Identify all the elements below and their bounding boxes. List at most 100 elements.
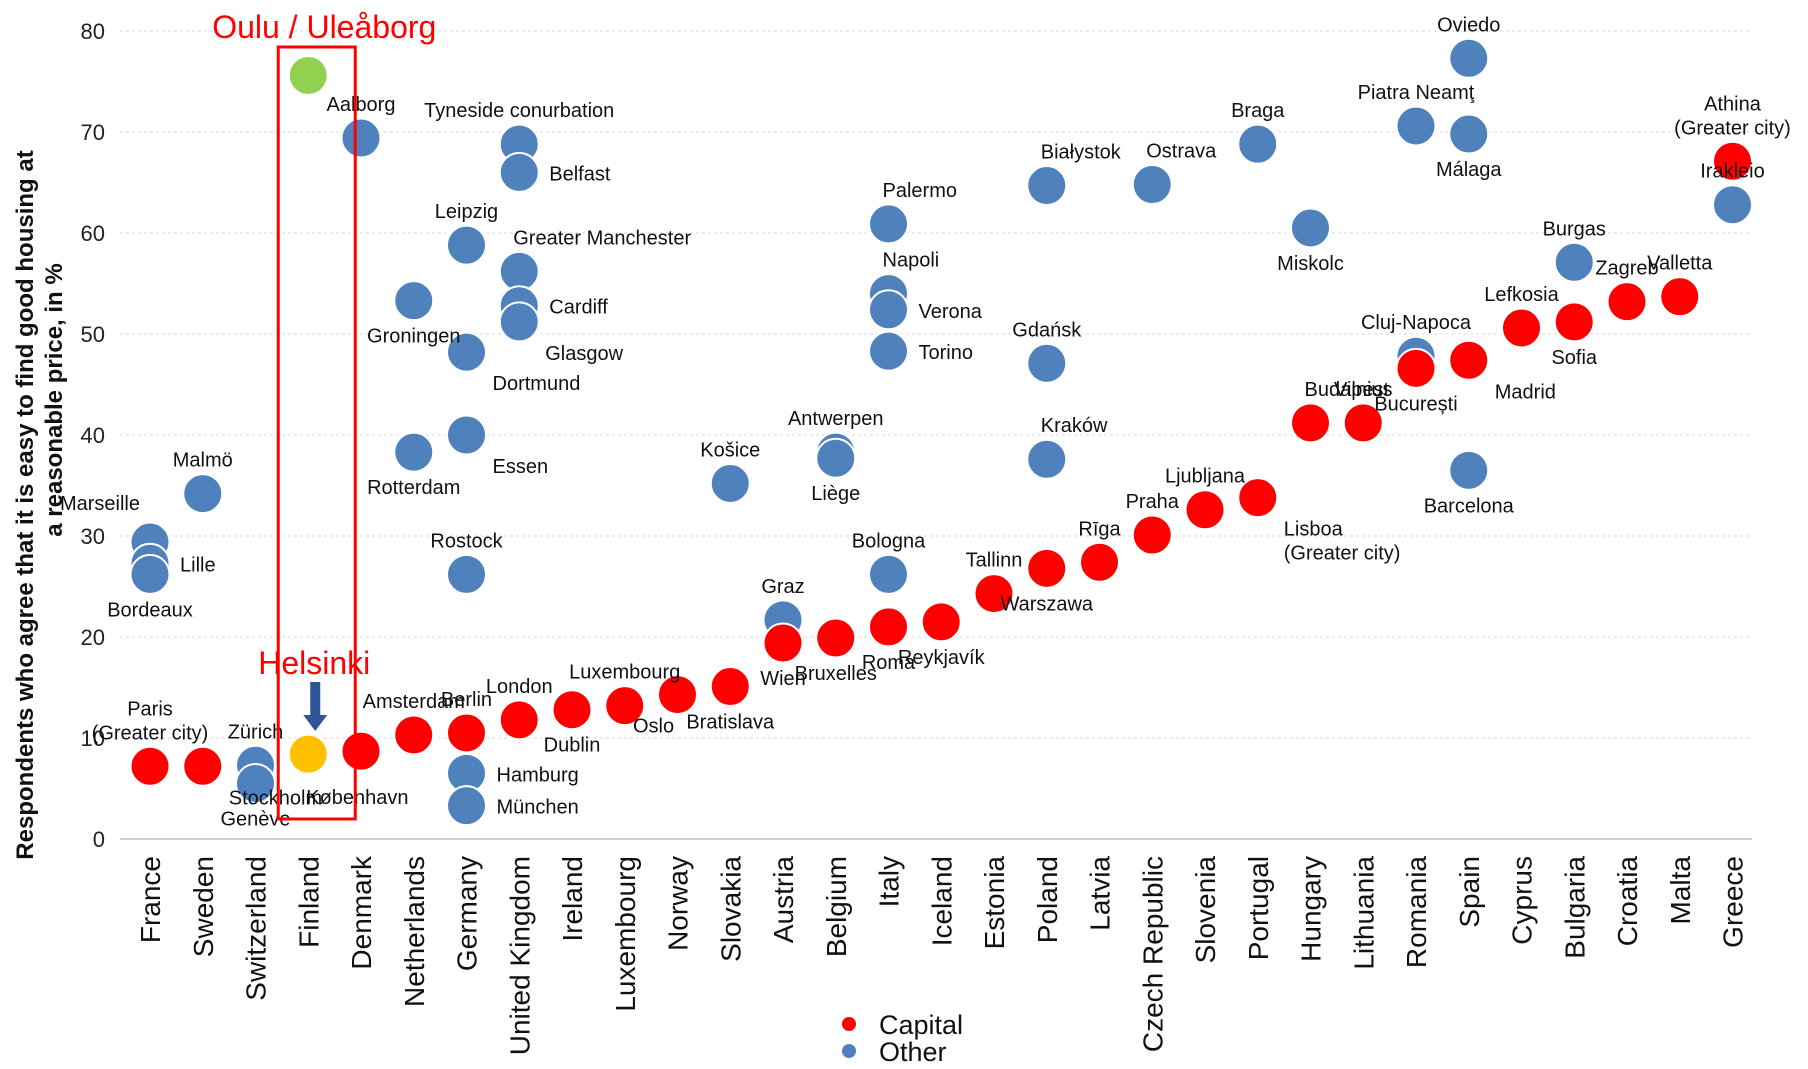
point-other	[709, 462, 751, 504]
city-label: Praha	[1126, 491, 1180, 513]
country-label: Malta	[1665, 856, 1696, 925]
point-other	[182, 473, 224, 515]
point-other	[868, 330, 909, 372]
city-label: Sofia	[1551, 347, 1597, 369]
country-label: Sweden	[188, 856, 219, 957]
city-label: Budapest	[1305, 379, 1390, 401]
point-other	[340, 117, 382, 159]
city-label: Zagreb	[1595, 258, 1658, 280]
point-capital	[1448, 339, 1490, 381]
point-capital	[1237, 477, 1279, 519]
country-label: Estonia	[979, 856, 1010, 950]
city-label: Wien	[760, 668, 806, 690]
highlights: Oulu / Uleåborg Helsinki	[212, 9, 436, 821]
y-axis-label: Respondents who agree that it is easy to…	[12, 150, 68, 859]
point-other	[446, 553, 487, 595]
city-label: Genève	[220, 808, 290, 830]
city-label: Irakleio	[1700, 161, 1764, 183]
city-label: Bologna	[852, 530, 926, 552]
y-tick-label: 10	[81, 726, 105, 751]
point-other	[393, 280, 435, 322]
point-other	[1395, 105, 1437, 147]
city-label: Warszawa	[1000, 593, 1093, 615]
helsinki-arrow-icon	[303, 682, 328, 731]
country-label: Latvia	[1085, 856, 1116, 931]
city-label: Valletta	[1647, 253, 1713, 275]
point-other	[446, 331, 487, 373]
y-axis-label-line-2: a reasonable price, in %	[41, 263, 68, 536]
point-helsinki	[287, 733, 329, 775]
point-other	[1026, 438, 1068, 480]
city-label: Luxembourg	[569, 662, 680, 684]
country-label: Slovakia	[715, 856, 746, 962]
country-label: Bulgaria	[1559, 856, 1590, 959]
point-other	[1448, 37, 1490, 79]
city-label: Lefkosia	[1484, 284, 1559, 306]
city-label: Liège	[811, 483, 860, 505]
city-label: Burgas	[1543, 218, 1606, 240]
point-other	[446, 224, 487, 266]
point-oulu	[287, 54, 329, 96]
city-label: Malmö	[173, 450, 233, 472]
city-label: Tyneside conurbation	[424, 100, 614, 122]
highlight-label-helsinki: Helsinki	[258, 645, 370, 681]
city-label: Hamburg	[497, 764, 579, 786]
city-label: (Greater city)	[92, 722, 209, 744]
point-other	[446, 785, 487, 827]
city-label: Kraków	[1041, 415, 1108, 437]
point-capital	[1501, 307, 1542, 349]
point-other	[1448, 113, 1490, 155]
city-label: London	[486, 676, 553, 698]
country-label: Ireland	[557, 856, 588, 942]
data-points	[129, 37, 1753, 827]
city-label: Ljubljana	[1165, 466, 1246, 488]
city-label: Amsterdam	[363, 691, 465, 713]
point-other	[498, 151, 540, 193]
city-label: Miskolc	[1277, 253, 1344, 275]
point-capital	[340, 730, 382, 772]
point-capital	[973, 573, 1015, 615]
city-label: Vilnius	[1334, 379, 1393, 401]
city-label: Bruxelles	[795, 663, 877, 685]
city-label: Dublin	[544, 735, 601, 757]
country-label: Belgium	[821, 856, 852, 957]
point-capital	[815, 617, 857, 659]
city-label: București	[1374, 393, 1457, 415]
point-capital	[709, 665, 751, 707]
city-label: Dortmund	[493, 373, 581, 395]
country-label: Slovenia	[1190, 856, 1221, 964]
point-capital	[657, 674, 698, 716]
legend-marker-capital	[842, 1017, 856, 1031]
city-label: Graz	[761, 576, 804, 598]
city-label: Lisboa	[1284, 519, 1344, 541]
country-label: Switzerland	[241, 856, 272, 1001]
finland-highlight-box	[276, 45, 357, 821]
city-label: Roma	[862, 652, 916, 674]
country-label: Spain	[1454, 856, 1485, 928]
point-capital	[129, 745, 171, 787]
city-label: Cluj-Napoca	[1361, 312, 1472, 334]
y-axis-label-line-1: Respondents who agree that it is easy to…	[12, 150, 39, 859]
country-label: Greece	[1718, 856, 1749, 948]
y-tick-label: 20	[81, 625, 105, 650]
point-capital	[1131, 514, 1173, 556]
city-label: Rostock	[430, 530, 503, 552]
point-capital	[1342, 402, 1384, 444]
point-other	[1553, 241, 1595, 283]
city-label: København	[306, 787, 408, 809]
point-capital	[1184, 489, 1226, 531]
point-capital	[1395, 347, 1437, 389]
city-labels: Paris(Greater city)MarseilleLilleBordeau…	[60, 14, 1791, 830]
highlight-label-oulu: Oulu / Uleåborg	[212, 9, 436, 45]
city-label: Madrid	[1495, 381, 1556, 403]
point-other	[129, 553, 171, 595]
country-label: Italy	[874, 856, 905, 907]
city-label: Essen	[493, 456, 549, 478]
point-capital	[604, 685, 646, 727]
country-label: Czech Republic	[1137, 856, 1168, 1052]
y-tick-label: 80	[81, 19, 105, 44]
country-label: Poland	[1032, 856, 1063, 943]
point-capital	[920, 601, 962, 643]
